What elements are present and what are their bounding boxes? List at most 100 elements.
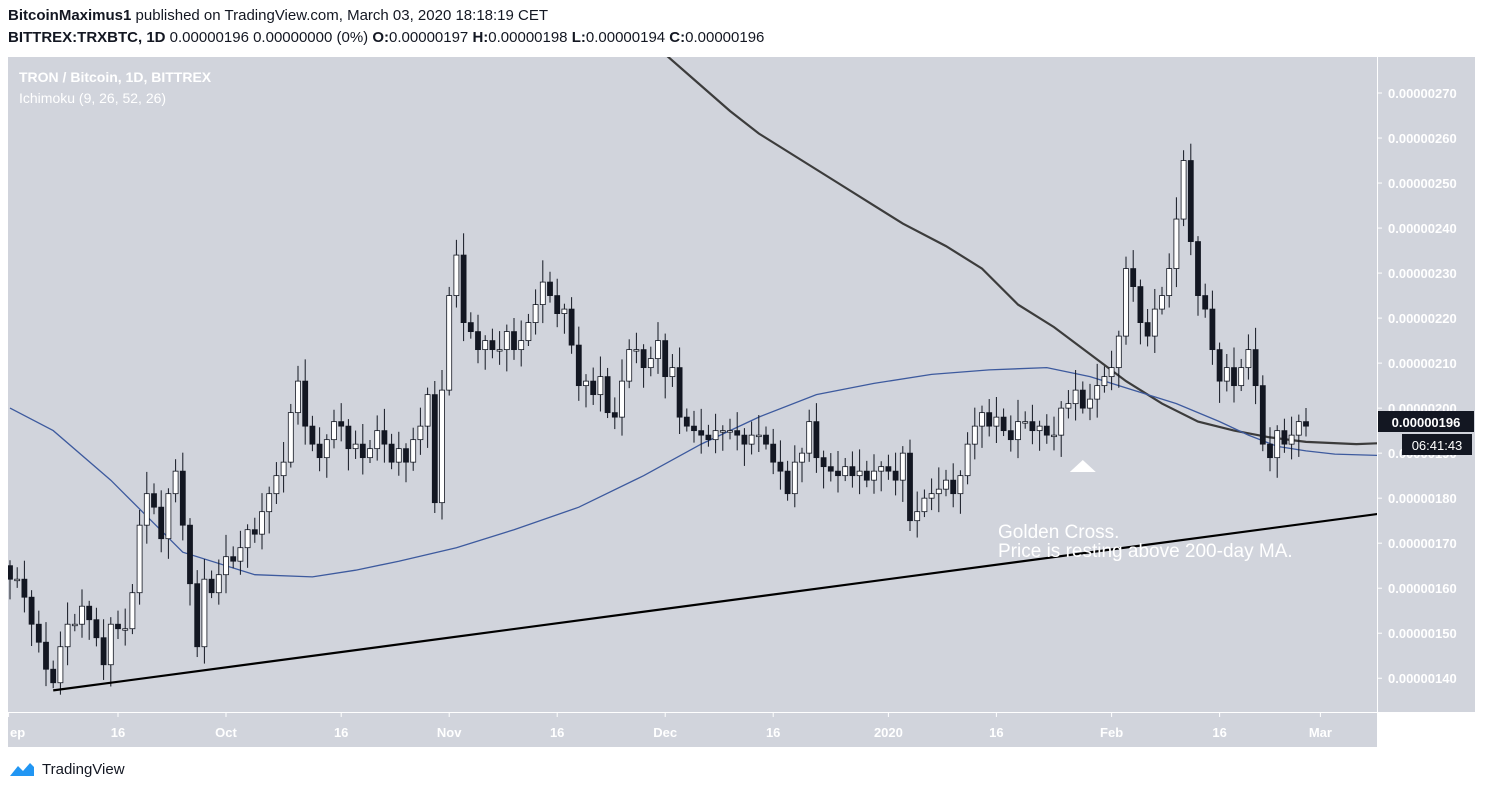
candle-body bbox=[431, 394, 438, 504]
candle-body bbox=[1209, 308, 1216, 351]
candle-body bbox=[554, 295, 561, 314]
candle-body bbox=[943, 479, 949, 490]
candle-body bbox=[302, 380, 309, 427]
candle-body bbox=[518, 340, 525, 351]
candle-body bbox=[655, 340, 661, 360]
candle-body bbox=[583, 380, 589, 387]
candle-body bbox=[1137, 286, 1144, 324]
candle-body bbox=[1151, 308, 1158, 337]
x-tick-label: 16 bbox=[111, 725, 125, 740]
price-axis[interactable] bbox=[1378, 57, 1475, 712]
y-tick-label: 0.00000180 bbox=[1388, 491, 1457, 506]
candle-body bbox=[950, 479, 957, 495]
candle-body bbox=[719, 430, 726, 433]
candle-body bbox=[230, 556, 237, 562]
candle-body bbox=[1007, 430, 1014, 441]
indicator-legend[interactable]: Ichimoku (9, 26, 52, 26) bbox=[19, 90, 166, 106]
candle-body bbox=[856, 470, 863, 477]
x-tick-label: 16 bbox=[334, 725, 348, 740]
candle-body bbox=[1051, 434, 1057, 438]
countdown-value: 06:41:43 bbox=[1412, 438, 1463, 453]
author-name[interactable]: BitcoinMaximus1 bbox=[8, 7, 132, 24]
candle-body bbox=[8, 565, 13, 580]
candle-body bbox=[691, 425, 697, 432]
candle-body bbox=[345, 425, 352, 450]
candle-body bbox=[1058, 407, 1065, 436]
candle-body bbox=[1303, 421, 1309, 427]
candle-body bbox=[525, 322, 532, 342]
candle-body bbox=[892, 470, 899, 481]
candle-body bbox=[460, 254, 467, 324]
candle-body bbox=[424, 394, 431, 427]
candle-body bbox=[914, 511, 921, 522]
last-price-badge bbox=[1378, 411, 1474, 432]
candle-body bbox=[194, 583, 201, 648]
annotation-line-2[interactable]: Price is resting above 200-day MA. bbox=[998, 541, 1293, 562]
candle-body bbox=[1144, 322, 1151, 337]
candle-body bbox=[561, 308, 568, 314]
candle-body bbox=[1087, 398, 1093, 409]
candle-body bbox=[899, 452, 906, 481]
candle-body bbox=[532, 304, 539, 324]
candle-body bbox=[280, 461, 287, 477]
candle-body bbox=[568, 308, 575, 346]
support-trendline[interactable] bbox=[53, 462, 1485, 692]
candle-body bbox=[1094, 385, 1101, 400]
x-tick-label: 16 bbox=[766, 725, 780, 740]
candle-body bbox=[784, 470, 791, 495]
candle-body bbox=[496, 349, 503, 352]
candles bbox=[8, 143, 1309, 695]
golden-cross-arrow-icon bbox=[1069, 460, 1096, 472]
candle-body bbox=[1065, 403, 1072, 409]
last-price-value: 0.00000196 bbox=[1392, 415, 1461, 430]
tradingview-logo-icon[interactable] bbox=[8, 760, 36, 778]
candle-body bbox=[575, 344, 582, 387]
y-axis-ticks: 0.00000140 0.00000150 0.00000160 0.00000170… bbox=[1377, 86, 1457, 686]
candle-body bbox=[1166, 268, 1173, 296]
candle-body bbox=[79, 605, 85, 625]
candle-body bbox=[799, 452, 805, 463]
high-value: 0.00000198 bbox=[488, 29, 568, 46]
y-tick-label: 0.00000260 bbox=[1388, 131, 1457, 146]
candle-body bbox=[871, 470, 877, 481]
time-axis[interactable] bbox=[8, 713, 1377, 747]
plot-area[interactable] bbox=[8, 57, 1377, 712]
candle-body bbox=[165, 493, 172, 540]
candle-body bbox=[208, 578, 215, 594]
candle-body bbox=[14, 578, 21, 582]
candle-body bbox=[647, 358, 654, 369]
candle-body bbox=[727, 430, 733, 433]
candle-body bbox=[179, 470, 186, 526]
candle-body bbox=[791, 461, 798, 495]
candle-body bbox=[1223, 367, 1230, 382]
candle-body bbox=[367, 448, 373, 459]
candle-body bbox=[1022, 421, 1029, 424]
candle-body bbox=[453, 254, 460, 296]
candle-body bbox=[1079, 389, 1086, 409]
candle-body bbox=[734, 430, 741, 436]
candle-body bbox=[28, 596, 35, 625]
candle-body bbox=[957, 475, 964, 495]
candle-body bbox=[806, 421, 813, 454]
candle-body bbox=[921, 497, 928, 513]
ma-50-line bbox=[9, 366, 1377, 578]
candle-body bbox=[1101, 376, 1108, 387]
price-change: 0.00000196 0.00000000 (0%) bbox=[169, 29, 369, 46]
candle-body bbox=[482, 340, 489, 351]
high-label: H: bbox=[472, 29, 489, 46]
candle-body bbox=[885, 466, 892, 472]
tradingview-brand[interactable]: TradingView bbox=[42, 760, 125, 778]
candle-body bbox=[273, 475, 280, 495]
annotation-line-1[interactable]: Golden Cross. bbox=[998, 522, 1119, 543]
x-axis-ticks: ep 16 Oct 16 Nov 16 Dec 16 2020 16 Feb 16 Mar bbox=[8, 712, 1332, 740]
candle-body bbox=[323, 439, 330, 459]
candle-body bbox=[619, 380, 625, 418]
candle-body bbox=[43, 641, 49, 670]
candle-body bbox=[1180, 160, 1187, 220]
candle-body bbox=[316, 443, 323, 459]
candle-body bbox=[878, 466, 885, 472]
candle-body bbox=[633, 349, 640, 352]
candle-body bbox=[1108, 367, 1115, 378]
candle-body bbox=[849, 466, 856, 477]
